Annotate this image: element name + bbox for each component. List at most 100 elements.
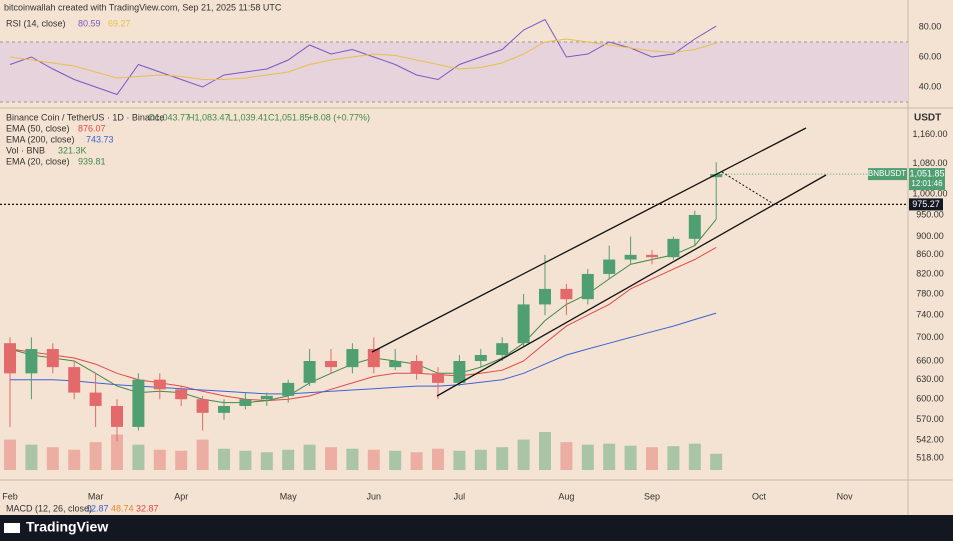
rsi-title: RSI (14, close) [6,18,66,28]
volume-bar [89,442,102,470]
logo [4,523,20,533]
legend-name: EMA (20, close) [6,156,70,166]
volume-bar [603,443,616,470]
countdown: 12:01:46 [911,179,943,188]
volume-bar [346,448,359,470]
last-price-label: 1,051.85 [909,168,944,178]
volume-bar [367,449,380,470]
candle-body [560,288,573,300]
legend-value: 743.73 [86,134,114,144]
candle-body [46,349,59,368]
ema-line [9,218,717,404]
rsi-line [9,18,717,96]
volume-bar [325,447,337,470]
volume-bar [710,453,723,470]
volume-bar [260,452,273,470]
macd-value: 48.74 [111,503,134,513]
candle-body [132,379,145,427]
x-tick-label: Mar [88,491,104,501]
ohlc-value: C1,051.85 [268,112,310,122]
macd-title: MACD (12, 26, close) [6,503,92,513]
volume-bar [196,439,209,470]
candle-body [474,354,487,362]
candle-body [710,174,723,178]
x-tick-label: Apr [174,491,188,501]
volume-bar [46,447,59,470]
x-tick-label: Jun [367,491,382,501]
volume-bar [560,442,573,470]
legend-value: 80.59 [78,18,101,28]
volume-bar [4,439,16,470]
y-tick-label: 518.00 [916,453,944,463]
volume-bar [175,450,188,470]
volume-bar [218,448,230,470]
y-tick-label: 40.00 [919,81,942,91]
rsi-band [0,42,908,102]
candle-body [111,405,123,427]
y-tick-label: 660.00 [916,355,944,365]
y-tick-label: 60.00 [919,51,942,61]
candle-body [25,349,38,374]
candle-body [89,392,102,406]
ohlc-value: +8.08 (+0.77%) [308,112,370,122]
candle-body [688,214,701,239]
candle-body [646,254,658,258]
candle-body [389,361,402,368]
candle-body [603,259,616,274]
legend-value: 69.27 [108,18,131,28]
candle-body [432,373,444,383]
ohlc-value: L1,039.41 [228,112,268,122]
volume-bar [111,434,123,470]
candle-body [325,361,337,368]
candle-body [68,367,81,393]
symbol-label: BNBUSDT [868,169,906,178]
rsi-line [9,38,717,80]
volume-bar [517,439,530,470]
main-title: Binance Coin / TetherUS · 1D · Binance [6,112,164,122]
candle-body [303,361,316,383]
volume-bar [667,446,680,470]
y-tick-label: 542.00 [916,434,944,444]
y-tick-label: 700.00 [916,332,944,342]
candle-body [175,389,188,400]
y-tick-label: 1,000.00 [912,189,947,199]
x-tick-label: Aug [558,491,574,501]
y-tick-label: 630.00 [916,374,944,384]
y-tick-label: 1,080.00 [912,158,947,168]
x-tick-label: Oct [752,491,767,501]
candle-body [4,343,16,374]
candle-body [667,238,680,258]
volume-bar [624,445,637,470]
y-tick-label: 80.00 [919,21,942,31]
channel-upper [371,127,807,353]
volume-bar [410,452,423,470]
legend-name: EMA (50, close) [6,123,70,133]
x-tick-label: May [280,491,298,501]
volume-bar [646,447,658,470]
level-tag [909,198,943,211]
footer [0,515,953,541]
level-label: 975.27 [912,199,940,209]
volume-bar [132,444,145,470]
credit: bitcoinwallah created with TradingView.c… [4,2,282,12]
y-tick-label: 740.00 [916,309,944,319]
y-tick-label: 570.00 [916,414,944,424]
candle-body [367,349,380,368]
projection-arrow [721,171,773,204]
legend-name: EMA (200, close) [6,134,75,144]
candle-body [517,304,530,344]
layers: 80.00 60.00 40.00 80.59 69.27 1,160.00 1,080.0… [0,18,948,513]
brand: TradingView [26,519,108,535]
y-tick-label: 900.00 [916,231,944,241]
volume-bar [389,450,402,470]
candle-body [453,361,466,383]
x-tick-label: Sep [644,491,660,501]
volume-bar [581,444,594,470]
volume-bar [432,448,444,470]
channel-lower [436,174,827,397]
candle-body [218,405,230,413]
y-tick-label: 860.00 [916,249,944,259]
legend-value: 939.81 [78,156,106,166]
volume-bar [153,449,166,470]
